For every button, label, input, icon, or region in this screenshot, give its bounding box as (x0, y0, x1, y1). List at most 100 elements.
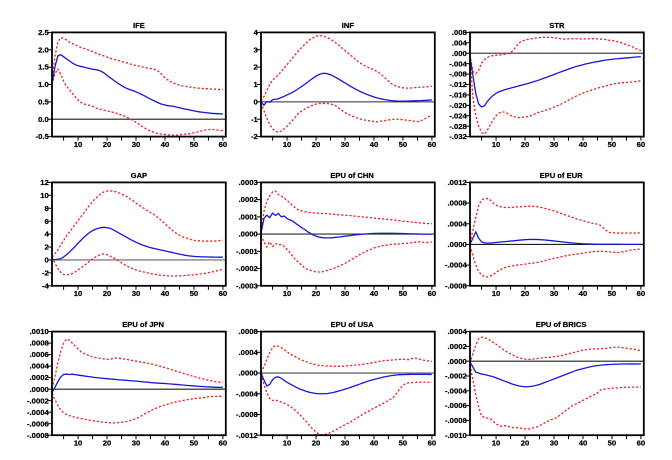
svg-text:.0002: .0002 (239, 195, 258, 204)
svg-text:-.004: -.004 (449, 59, 467, 68)
svg-text:.0000: .0000 (239, 369, 258, 378)
svg-text:.0000: .0000 (448, 240, 467, 249)
svg-text:-.024: -.024 (449, 111, 467, 120)
svg-text:20: 20 (521, 289, 530, 298)
svg-text:-.012: -.012 (449, 80, 467, 89)
svg-text:.008: .008 (452, 28, 468, 37)
svg-text:6: 6 (45, 217, 49, 226)
svg-text:40: 40 (370, 140, 379, 149)
svg-text:-.008: -.008 (449, 70, 467, 79)
svg-text:.0012: .0012 (448, 178, 467, 187)
svg-text:40: 40 (161, 289, 170, 298)
svg-text:.0008: .0008 (239, 327, 259, 336)
svg-text:-.0002: -.0002 (445, 372, 467, 381)
svg-text:EPU of EUR: EPU of EUR (540, 171, 584, 180)
svg-text:2: 2 (254, 63, 258, 72)
svg-text:-.0008: -.0008 (27, 431, 50, 440)
svg-text:1.0: 1.0 (38, 80, 49, 89)
svg-text:50: 50 (608, 289, 617, 298)
svg-text:-.0002: -.0002 (27, 396, 49, 405)
svg-text:.0008: .0008 (30, 339, 50, 348)
svg-text:60: 60 (637, 140, 646, 149)
svg-text:60: 60 (219, 289, 228, 298)
svg-text:-.0006: -.0006 (27, 419, 49, 428)
svg-text:-.0004: -.0004 (445, 261, 468, 270)
svg-text:50: 50 (399, 140, 408, 149)
svg-text:-.0008: -.0008 (445, 281, 468, 290)
svg-text:50: 50 (399, 438, 408, 447)
svg-text:20: 20 (312, 438, 321, 447)
svg-text:60: 60 (637, 438, 646, 447)
svg-text:-.0006: -.0006 (445, 401, 467, 410)
svg-text:0.0: 0.0 (38, 115, 49, 124)
svg-text:EPU of CHN: EPU of CHN (330, 171, 373, 180)
svg-text:10: 10 (492, 289, 501, 298)
svg-text:10: 10 (492, 140, 501, 149)
svg-text:-.016: -.016 (449, 91, 467, 100)
svg-text:50: 50 (190, 289, 199, 298)
svg-text:12: 12 (40, 178, 49, 187)
svg-text:10: 10 (74, 140, 83, 149)
svg-text:0: 0 (45, 256, 49, 265)
svg-text:10: 10 (492, 438, 501, 447)
svg-text:30: 30 (132, 289, 141, 298)
svg-text:30: 30 (341, 289, 350, 298)
svg-text:-2: -2 (42, 268, 49, 277)
svg-text:60: 60 (428, 438, 437, 447)
svg-text:50: 50 (608, 438, 617, 447)
svg-text:-0.5: -0.5 (36, 132, 50, 141)
svg-text:60: 60 (219, 140, 228, 149)
svg-text:2: 2 (45, 243, 49, 252)
svg-text:10: 10 (283, 289, 292, 298)
svg-text:20: 20 (312, 140, 321, 149)
svg-text:60: 60 (637, 289, 646, 298)
svg-text:50: 50 (608, 140, 617, 149)
svg-text:-.0012: -.0012 (236, 431, 258, 440)
svg-text:10: 10 (283, 140, 292, 149)
svg-text:EPU of USA: EPU of USA (331, 320, 375, 329)
svg-text:.000: .000 (452, 49, 467, 58)
svg-text:8: 8 (45, 204, 50, 213)
svg-text:30: 30 (550, 438, 559, 447)
svg-text:30: 30 (550, 289, 559, 298)
svg-text:.0002: .0002 (448, 342, 467, 351)
svg-text:.0003: .0003 (239, 178, 258, 187)
svg-text:-.0004: -.0004 (27, 408, 50, 417)
svg-text:-1: -1 (251, 115, 259, 124)
svg-text:10: 10 (74, 289, 83, 298)
svg-text:EPU of BRICS: EPU of BRICS (536, 320, 587, 329)
svg-text:-2: -2 (251, 132, 258, 141)
svg-text:2.5: 2.5 (38, 28, 49, 37)
svg-text:-4: -4 (42, 281, 50, 290)
svg-text:40: 40 (579, 438, 588, 447)
svg-text:60: 60 (219, 438, 228, 447)
svg-text:.0000: .0000 (448, 357, 467, 366)
svg-text:20: 20 (521, 438, 530, 447)
svg-text:GAP: GAP (131, 171, 147, 180)
svg-text:-.0004: -.0004 (236, 389, 259, 398)
svg-text:40: 40 (370, 438, 379, 447)
svg-text:30: 30 (341, 438, 350, 447)
svg-text:.0004: .0004 (448, 327, 468, 336)
svg-text:.0000: .0000 (239, 230, 258, 239)
svg-text:.0000: .0000 (30, 385, 49, 394)
svg-text:40: 40 (161, 438, 170, 447)
svg-text:10: 10 (40, 191, 49, 200)
svg-text:20: 20 (103, 140, 112, 149)
svg-text:-.0002: -.0002 (236, 264, 258, 273)
svg-text:.0010: .0010 (30, 327, 49, 336)
svg-text:.0004: .0004 (448, 219, 468, 228)
svg-text:20: 20 (521, 140, 530, 149)
svg-text:-.0008: -.0008 (445, 416, 468, 425)
svg-text:10: 10 (283, 438, 292, 447)
svg-text:10: 10 (74, 438, 83, 447)
svg-text:50: 50 (190, 140, 199, 149)
svg-text:3: 3 (254, 45, 258, 54)
svg-text:40: 40 (579, 289, 588, 298)
svg-text:60: 60 (428, 289, 437, 298)
svg-text:60: 60 (428, 140, 437, 149)
svg-text:40: 40 (161, 140, 170, 149)
svg-text:.0006: .0006 (30, 350, 49, 359)
svg-text:1: 1 (254, 80, 259, 89)
svg-text:.0001: .0001 (239, 212, 259, 221)
